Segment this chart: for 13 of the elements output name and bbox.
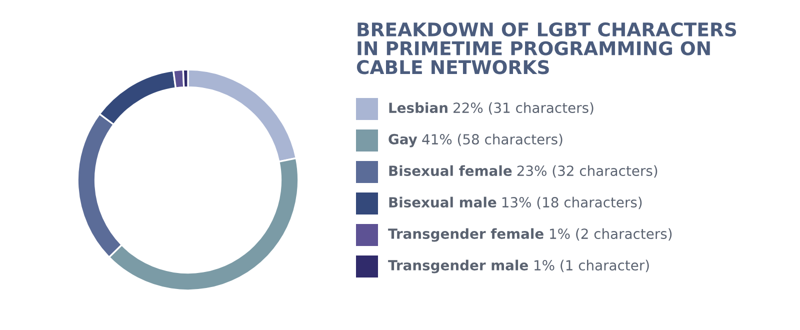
data-label: 1% (2 characters) (550, 228, 672, 241)
legend-label: Transgender female (388, 228, 544, 242)
chart-title: BREAKDOWN OF LGBT CHARACTERS IN PRIMETIME PROGRAMMING ON CABLE NETWORKS (356, 22, 736, 74)
data-label: 23% (32 characters) (517, 165, 658, 178)
data-label: 13% (18 characters) (502, 196, 642, 210)
data-label: 22% (31 characters) (454, 102, 594, 115)
legend-label: Bisexual male (389, 196, 496, 208)
legend-label: Transgender male (388, 260, 528, 274)
legend-label: Gay (388, 134, 418, 148)
legend-label: Bisexual female (389, 165, 512, 176)
legend-label: Lesbian (389, 102, 448, 114)
data-label: 41% (58 characters) (422, 134, 562, 146)
data-label: 1% (1 character) (534, 260, 649, 272)
